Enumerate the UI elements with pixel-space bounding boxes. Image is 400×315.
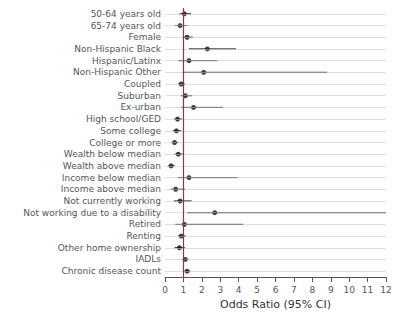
svg-text:4: 4 [236, 285, 242, 295]
svg-text:Retired: Retired [129, 219, 161, 229]
svg-text:Some college: Some college [100, 126, 161, 136]
svg-text:Wealth below median: Wealth below median [64, 149, 161, 159]
svg-text:Suburban: Suburban [118, 91, 161, 101]
svg-text:9: 9 [328, 285, 334, 295]
svg-text:Odds Ratio (95% CI): Odds Ratio (95% CI) [220, 298, 331, 311]
svg-text:3: 3 [217, 285, 223, 295]
svg-text:65-74 years old: 65-74 years old [91, 21, 161, 31]
svg-text:7: 7 [291, 285, 297, 295]
svg-text:Not working due to a disabilit: Not working due to a disability [23, 208, 161, 218]
svg-text:Chronic disease count: Chronic disease count [62, 266, 162, 276]
svg-text:6: 6 [273, 285, 279, 295]
svg-text:Non-Hispanic Black: Non-Hispanic Black [74, 44, 162, 54]
svg-text:2: 2 [199, 285, 205, 295]
svg-text:Female: Female [128, 32, 161, 42]
svg-text:0: 0 [162, 285, 168, 295]
svg-text:Not currently working: Not currently working [64, 196, 161, 206]
svg-text:College or more: College or more [89, 138, 161, 148]
svg-text:12: 12 [380, 285, 391, 295]
svg-text:Ex-urban: Ex-urban [120, 102, 161, 112]
svg-text:IADLs: IADLs [136, 254, 162, 264]
svg-text:Non-Hispanic Other: Non-Hispanic Other [73, 67, 161, 77]
svg-text:Other home ownership: Other home ownership [58, 243, 161, 253]
svg-text:5: 5 [254, 285, 260, 295]
svg-text:Income above median: Income above median [61, 184, 161, 194]
svg-text:Wealth above median: Wealth above median [63, 161, 161, 171]
svg-text:11: 11 [362, 285, 373, 295]
svg-text:50-64 years old: 50-64 years old [91, 9, 161, 19]
svg-text:8: 8 [309, 285, 315, 295]
svg-text:Income below median: Income below median [62, 173, 161, 183]
svg-text:Renting: Renting [126, 231, 161, 241]
svg-text:10: 10 [343, 285, 355, 295]
svg-text:Coupled: Coupled [124, 79, 161, 89]
svg-text:Hispanic/Latinx: Hispanic/Latinx [92, 56, 162, 66]
svg-text:1: 1 [181, 285, 187, 295]
svg-text:High school/GED: High school/GED [86, 114, 161, 124]
